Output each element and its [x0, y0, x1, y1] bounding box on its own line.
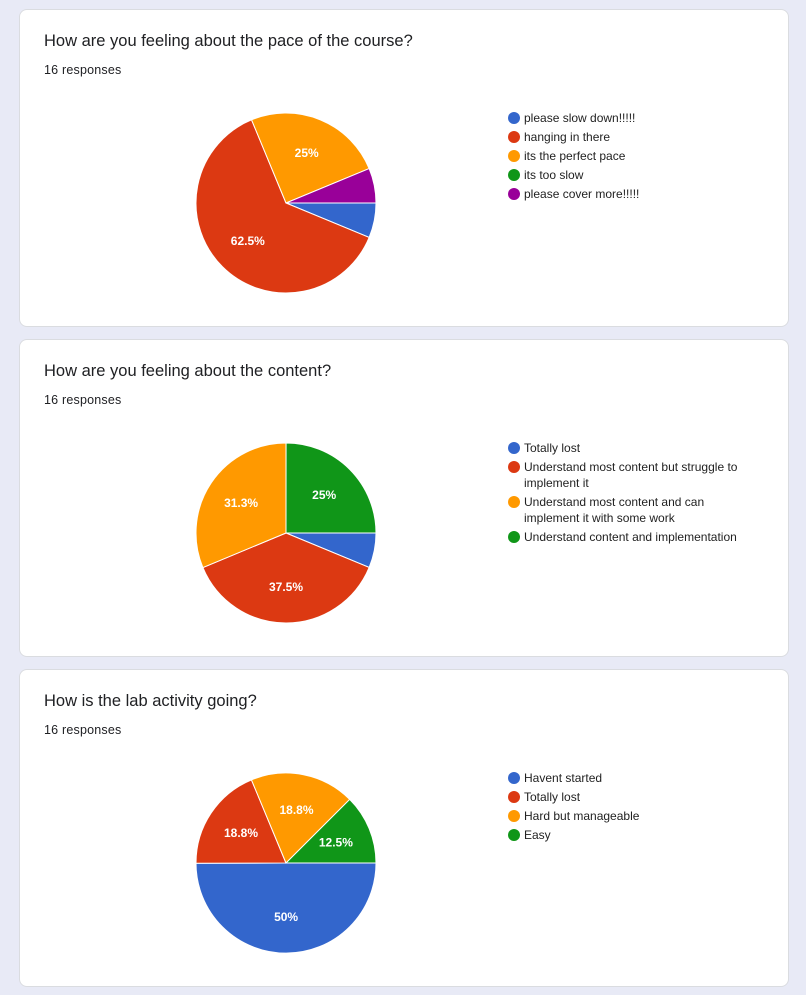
slice-label: 25% [295, 146, 319, 160]
legend-swatch-icon [508, 496, 520, 508]
legend-label: hanging in there [524, 130, 610, 144]
slice-label: 18.8% [224, 826, 258, 840]
legend-item[interactable]: please cover more!!!!! [508, 186, 758, 202]
legend-item[interactable]: please slow down!!!!! [508, 110, 758, 126]
slice-label: 12.5% [319, 835, 353, 849]
legend-label: Understand most content and can implemen… [524, 495, 704, 525]
slice-label: 31.3% [224, 496, 258, 510]
chart-card-content: How are you feeling about the content? 1… [19, 339, 789, 657]
legend-label: Understand content and implementation [524, 530, 737, 544]
legend-label: please cover more!!!!! [524, 187, 639, 201]
legend-swatch-icon [508, 810, 520, 822]
chart-legend: Havent started Totally lost Hard but manag… [508, 770, 758, 846]
legend-swatch-icon [508, 829, 520, 841]
legend-item[interactable]: its the perfect pace [508, 148, 758, 164]
legend-label: please slow down!!!!! [524, 111, 635, 125]
legend-label: its too slow [524, 168, 583, 182]
slice-label: 25% [312, 488, 336, 502]
legend-swatch-icon [508, 188, 520, 200]
legend-label: its the perfect pace [524, 149, 625, 163]
legend-swatch-icon [508, 442, 520, 454]
chart-card-pace: How are you feeling about the pace of th… [19, 9, 789, 327]
legend-label: Havent started [524, 771, 602, 785]
legend-item[interactable]: its too slow [508, 167, 758, 183]
legend-label: Hard but manageable [524, 809, 639, 823]
legend-label: Totally lost [524, 790, 580, 804]
slice-label: 50% [274, 910, 298, 924]
slice-label: 37.5% [269, 580, 303, 594]
legend-swatch-icon [508, 772, 520, 784]
legend-item[interactable]: Understand content and implementation [508, 529, 758, 545]
chart-legend: Totally lost Understand most content but … [508, 440, 758, 548]
legend-item[interactable]: Understand most content and can implemen… [508, 494, 758, 526]
slice-label: 62.5% [231, 234, 265, 248]
legend-swatch-icon [508, 150, 520, 162]
legend-item[interactable]: hanging in there [508, 129, 758, 145]
pie-slice[interactable] [196, 863, 376, 953]
legend-label: Easy [524, 828, 551, 842]
legend-label: Totally lost [524, 441, 580, 455]
legend-swatch-icon [508, 531, 520, 543]
legend-label: Understand most content but struggle to … [524, 460, 737, 490]
slice-label: 18.8% [279, 803, 313, 817]
legend-swatch-icon [508, 791, 520, 803]
legend-swatch-icon [508, 131, 520, 143]
chart-card-lab: How is the lab activity going? 16 respon… [19, 669, 789, 987]
legend-item[interactable]: Easy [508, 827, 758, 843]
legend-item[interactable]: Totally lost [508, 440, 758, 456]
legend-item[interactable]: Understand most content but struggle to … [508, 459, 758, 491]
legend-item[interactable]: Havent started [508, 770, 758, 786]
legend-item[interactable]: Hard but manageable [508, 808, 758, 824]
legend-swatch-icon [508, 112, 520, 124]
legend-swatch-icon [508, 169, 520, 181]
legend-swatch-icon [508, 461, 520, 473]
legend-item[interactable]: Totally lost [508, 789, 758, 805]
chart-legend: please slow down!!!!! hanging in there its… [508, 110, 758, 205]
